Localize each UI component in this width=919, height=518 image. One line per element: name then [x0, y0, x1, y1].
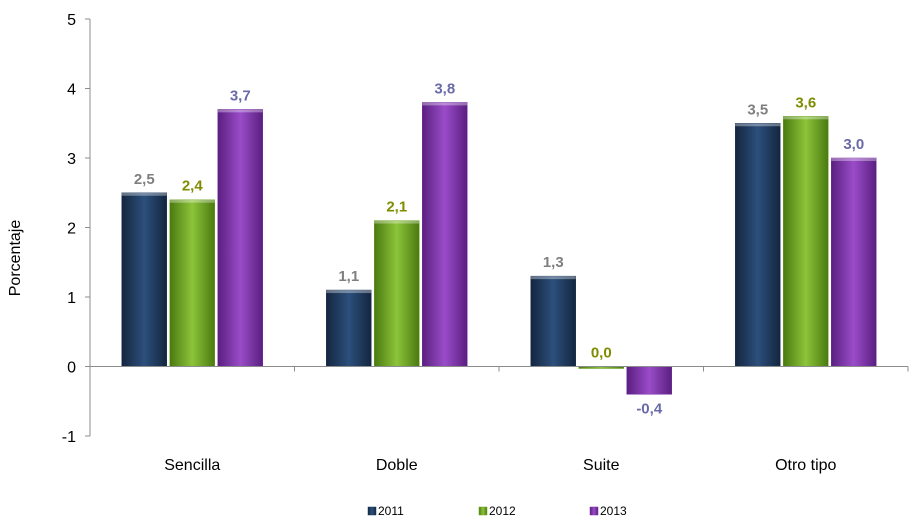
y-tick-label: 5: [67, 12, 76, 29]
bar-highlight: [735, 123, 780, 126]
category-label: Sencilla: [164, 457, 220, 474]
y-tick-label: 4: [67, 82, 76, 99]
bar-2013-otro-tipo: [831, 158, 876, 367]
data-label: 2,4: [182, 178, 204, 195]
legend-swatch-2012: [479, 507, 487, 515]
y-tick-label: -1: [62, 429, 76, 446]
y-axis-ticks: -1 0 1 2 3 4 5: [62, 12, 90, 446]
bar-2011-suite: [531, 276, 576, 366]
bar-highlight: [326, 290, 371, 293]
data-label: 3,5: [747, 101, 768, 118]
bar-2011-otro-tipo: [735, 123, 780, 366]
legend-swatch-2013: [590, 507, 598, 515]
y-tick-label: 3: [67, 151, 76, 168]
data-label: 3,7: [230, 87, 251, 104]
bar-highlight: [218, 109, 263, 112]
y-tick-label: 0: [67, 360, 76, 377]
legend-label-2012: 2012: [489, 504, 516, 518]
category-label: Suite: [583, 457, 620, 474]
bar-highlight: [531, 276, 576, 279]
data-label: 0,0: [591, 345, 612, 362]
bar-highlight: [422, 102, 467, 105]
bar-2011-sencilla: [122, 193, 167, 367]
bar-highlight: [122, 193, 167, 196]
data-label: 2,1: [386, 199, 407, 216]
bar-2012-doble: [374, 221, 419, 367]
category-label: Otro tipo: [775, 457, 836, 474]
bar-2013-doble: [422, 102, 467, 366]
bar-2013-suite: [627, 367, 672, 395]
data-label: 3,6: [795, 94, 816, 111]
data-label: 3,8: [434, 80, 455, 97]
data-label: -0,4: [636, 400, 663, 417]
data-label: 1,1: [338, 268, 359, 285]
legend: 2011 2012 2013: [368, 504, 627, 518]
legend-label-2013: 2013: [600, 504, 627, 518]
bar-highlight: [831, 158, 876, 161]
y-tick-label: 1: [67, 290, 76, 307]
category-labels: Sencilla Doble Suite Otro tipo: [164, 457, 836, 474]
data-label: 1,3: [543, 254, 564, 271]
data-label: 2,5: [134, 171, 155, 188]
legend-label-2011: 2011: [378, 504, 404, 518]
bar-highlight: [374, 221, 419, 224]
bar-highlight: [170, 200, 215, 203]
y-axis-title: Porcentaje: [7, 220, 24, 297]
data-label: 3,0: [843, 136, 864, 153]
bar-2012-otro-tipo: [783, 116, 828, 366]
bar-highlight: [783, 116, 828, 119]
y-tick-label: 2: [67, 221, 76, 238]
bar-2011-doble: [326, 290, 371, 366]
category-label: Doble: [376, 457, 418, 474]
legend-swatch-2011: [368, 507, 376, 515]
bar-2013-sencilla: [218, 109, 263, 366]
bar-2012-sencilla: [170, 200, 215, 367]
bars: [122, 102, 877, 394]
